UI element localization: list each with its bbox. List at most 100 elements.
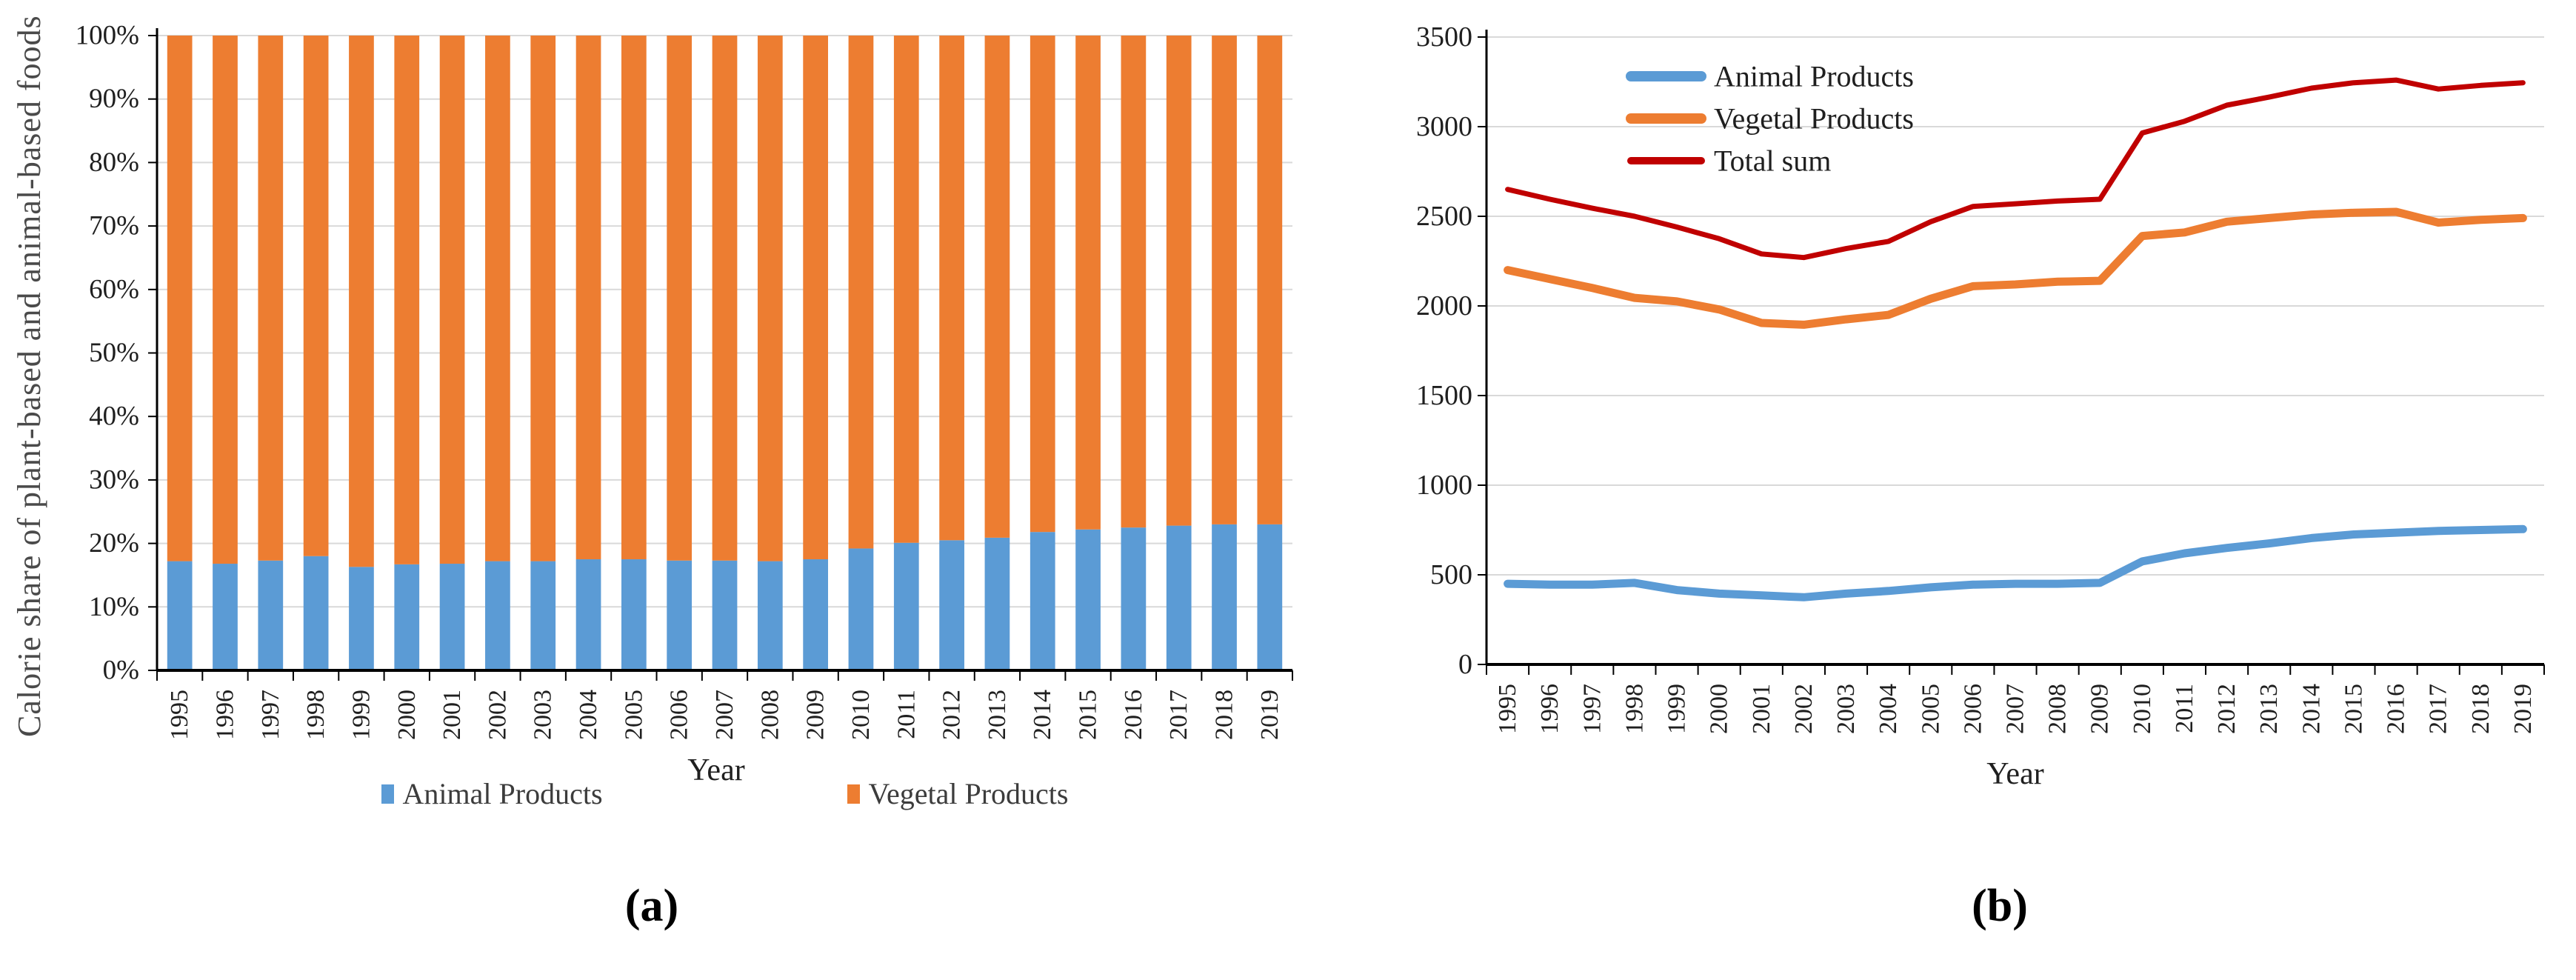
x-tick-label-1995: 1995 [1494,684,1521,734]
bar-animal-products-2002 [485,561,510,670]
x-tick-label-2015: 2015 [2340,684,2367,734]
x-axis-title: Year [1986,757,2043,791]
bar-vegetal-products-2015 [1075,36,1101,530]
y-tick-label-2500: 2500 [1416,201,1472,232]
y-tick-label-10: 10% [89,592,139,622]
bar-animal-products-2010 [848,548,874,670]
bar-animal-products-2016 [1121,527,1147,670]
bar-vegetal-products-2013 [984,36,1010,538]
bar-vegetal-products-2004 [575,36,601,560]
bar-vegetal-products-2008 [757,36,783,561]
legend: Animal Products Vegetal Products [157,776,1292,811]
legend-swatch-vegetal-products [847,784,860,804]
x-tick-label-2009: 2009 [802,690,830,740]
y-tick-label-20: 20% [89,528,139,559]
bar-animal-products-2005 [621,559,647,670]
y-tick-label-70: 70% [89,211,139,241]
x-tick-label-2013: 2013 [2255,684,2283,734]
x-tick-label-2006: 2006 [1959,684,1986,734]
x-tick-label-2001: 2001 [1748,684,1775,734]
x-tick-label-1999: 1999 [347,690,375,740]
bar-animal-products-2000 [394,564,420,670]
y-tick-label-3500: 3500 [1416,21,1472,53]
bar-animal-products-1996 [213,564,238,670]
y-tick-label-40: 40% [89,401,139,432]
bar-animal-products-2017 [1166,525,1192,670]
bar-animal-products-2006 [667,560,693,670]
x-tick-label-2018: 2018 [1211,690,1238,740]
bar-vegetal-products-2012 [939,36,964,541]
bar-animal-products-2019 [1257,524,1283,670]
y-tick-label-1500: 1500 [1416,380,1472,411]
bar-animal-products-2014 [1030,532,1055,670]
bar-animal-products-2008 [757,561,783,670]
x-tick-label-2018: 2018 [2467,684,2495,734]
x-tick-label-2019: 2019 [2509,684,2537,734]
y-tick-label-3000: 3000 [1416,111,1472,142]
bar-vegetal-products-2014 [1030,36,1055,533]
bar-vegetal-products-2011 [893,36,919,543]
bar-vegetal-products-2005 [621,36,647,560]
y-tick-label-80: 80% [89,147,139,178]
x-tick-label-1998: 1998 [302,690,330,740]
x-tick-label-2013: 2013 [984,690,1011,740]
x-tick-label-1996: 1996 [1536,684,1564,734]
bar-animal-products-1997 [258,560,284,670]
y-tick-label-2000: 2000 [1416,290,1472,321]
x-tick-label-1998: 1998 [1621,684,1648,734]
x-tick-label-2014: 2014 [1029,690,1056,740]
bar-vegetal-products-2000 [394,36,420,564]
legend-label-total-sum: Total sum [1714,144,1831,178]
y-tick-label-90: 90% [89,84,139,114]
bar-vegetal-products-1998 [303,36,329,556]
y-tick-label-30: 30% [89,464,139,495]
bar-vegetal-products-2009 [803,36,829,560]
bar-animal-products-2015 [1075,529,1101,670]
x-tick-label-1995: 1995 [166,690,193,740]
legend-item-animal-products: Animal Products [381,776,603,811]
legend-label-animal-products: Animal Products [402,777,603,810]
bar-vegetal-products-2018 [1212,36,1237,524]
line-animal-products [1504,524,2527,601]
bar-vegetal-products-1999 [349,36,374,567]
x-tick-label-2007: 2007 [2002,684,2029,734]
legend-item-vegetal-products: Vegetal Products [847,776,1069,811]
y-tick-label-500: 500 [1430,559,1472,590]
x-tick-label-1996: 1996 [211,690,238,740]
x-tick-label-2003: 2003 [530,690,557,740]
x-tick-label-2004: 2004 [1875,684,1902,734]
bar-animal-products-1999 [349,567,374,670]
legend-label-vegetal-products: Vegetal Products [1714,102,1914,136]
x-tick-label-2019: 2019 [1256,690,1284,740]
y-tick-label-60: 60% [89,274,139,304]
y-tick-label-100: 100% [76,21,139,51]
x-tick-label-2002: 2002 [484,690,511,740]
y-tick-label-0: 0 [1458,649,1472,680]
bar-vegetal-products-2017 [1166,36,1192,526]
x-tick-label-2004: 2004 [575,690,602,740]
x-tick-label-2000: 2000 [393,690,421,740]
x-tick-label-2003: 2003 [1832,684,1860,734]
bar-animal-products-1995 [167,561,193,670]
x-tick-label-2011: 2011 [2171,684,2198,733]
bar-vegetal-products-2010 [848,36,874,549]
x-tick-label-2014: 2014 [2298,684,2325,734]
bar-animal-products-2003 [530,561,556,670]
x-tick-label-2012: 2012 [2213,684,2240,734]
x-tick-label-2016: 2016 [2383,684,2410,734]
x-tick-label-2001: 2001 [438,690,466,740]
x-tick-label-2017: 2017 [1165,690,1192,740]
stacked-bar-chart: 0% 10% 20% 30% 40% 50% 60% 70% 80% 90% 100% 1995 199… [76,21,1293,787]
legend-swatch-animal-products [381,784,394,804]
x-tick-label-1999: 1999 [1664,684,1691,734]
bar-animal-products-2012 [939,540,964,670]
x-tick-label-2015: 2015 [1075,690,1102,740]
x-tick-label-2017: 2017 [2425,684,2452,734]
bar-animal-products-2018 [1212,524,1237,670]
x-tick-label-2012: 2012 [938,690,966,740]
x-tick-label-2009: 2009 [2086,684,2114,734]
legend-label-vegetal-products: Vegetal Products [868,777,1069,810]
subfigure-a: Calorie share of plant-based and animal-… [11,15,1293,931]
bar-vegetal-products-2002 [485,36,510,561]
